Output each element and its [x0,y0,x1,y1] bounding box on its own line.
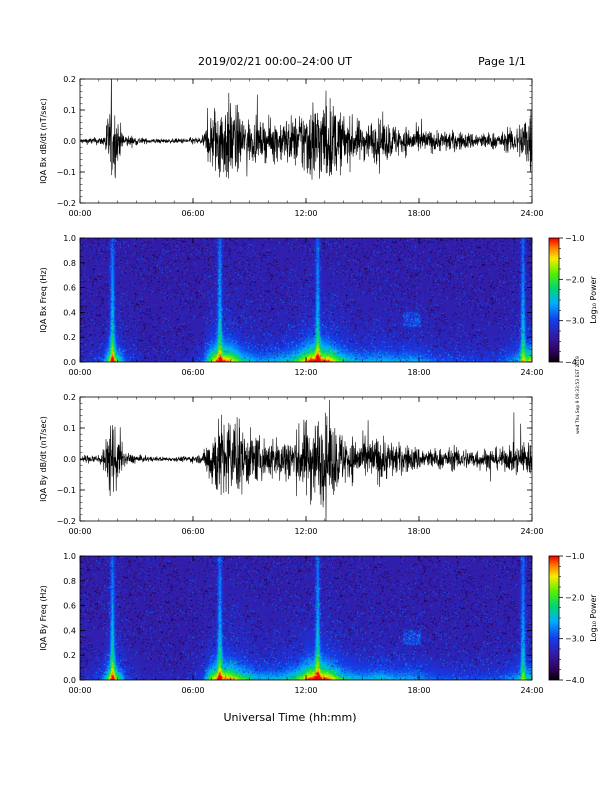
colorbar-tick-label: −2.0 [565,275,584,284]
x-tick-label: 18:00 [407,368,430,377]
y-tick-label: 0.0 [63,676,76,685]
colorbar-tick-label: −4.0 [565,358,584,367]
colorbar-tick-label: −1.0 [565,234,584,243]
side-note: wed Thu Sep 9 09:33:53 EST 2019 [575,356,581,434]
spectrogram-canvas [80,556,532,680]
x-tick-label: 12:00 [294,686,317,695]
x-tick-label: 00:00 [68,209,91,218]
waveform-trace [80,399,532,521]
page-title: 2019/02/21 00:00–24:00 UT [198,55,352,68]
by-timeseries-panel: −0.2 −0.1 0.0 0.1 0.2 00:00 06:00 12:00 18:00 24:… [39,393,544,536]
x-tick-label: 18:00 [407,686,430,695]
y-tick-label: 0.6 [63,284,76,293]
colorbar-label: Log₁₀ Power [589,594,598,642]
colorbar-tick-label: −3.0 [565,317,584,326]
bx-timeseries-panel: −0.2 −0.1 0.0 0.1 0.2 00:00 06:00 12:00 18:00 24:… [39,75,544,218]
y-tick-label: −0.1 [57,168,76,177]
y-tick-label: −0.2 [57,517,76,526]
y-tick-label: 0.1 [63,424,76,433]
y-tick-label: −0.1 [57,486,76,495]
x-tick-label: 06:00 [181,686,204,695]
colorbar-tick-label: −4.0 [565,676,584,685]
colorbar-tick-label: −3.0 [565,635,584,644]
x-tick-label: 24:00 [520,527,543,536]
colorbar-tick-label: −2.0 [565,593,584,602]
x-tick-label: 12:00 [294,368,317,377]
y-tick-label: 0.2 [63,393,76,402]
y-tick-label: 0.8 [63,577,76,586]
waveform-trace [80,79,532,180]
colorbar-image [549,556,559,680]
y-tick-label: 1.0 [63,552,76,561]
x-tick-label: 18:00 [407,527,430,536]
x-tick-label: 24:00 [520,686,543,695]
by-spectrogram-panel: −4.0 −3.0 −2.0 −1.0 Log₁₀ Power 0.0 0.2 0.4 0.6 0… [39,552,598,695]
colorbar-canvas [549,238,559,362]
x-axis-title: Universal Time (hh:mm) [224,711,357,724]
y-axis-label: IQA Bx dB/dt (nT/sec) [39,98,48,184]
x-tick-label: 00:00 [68,527,91,536]
spectrogram-image [80,556,532,680]
colorbar-image [549,238,559,362]
y-tick-label: 0.0 [63,137,76,146]
x-tick-label: 24:00 [520,368,543,377]
y-axis-label: IQA Bx Freq (Hz) [39,267,48,333]
y-tick-label: 1.0 [63,234,76,243]
y-tick-label: 0.2 [63,651,76,660]
colorbar-label: Log₁₀ Power [589,276,598,324]
y-tick-label: 0.0 [63,358,76,367]
x-tick-label: 06:00 [181,527,204,536]
spectrogram-image [80,238,532,362]
x-tick-label: 06:00 [181,368,204,377]
y-tick-label: 0.6 [63,602,76,611]
x-tick-label: 24:00 [520,209,543,218]
colorbar-tick-label: −1.0 [565,552,584,561]
y-axis-label: IQA By dB/dt (nT/sec) [39,416,48,502]
x-tick-label: 00:00 [68,368,91,377]
x-tick-label: 12:00 [294,527,317,536]
colorbar-canvas [549,556,559,680]
spectrogram-canvas [80,238,532,362]
y-tick-label: 0.2 [63,333,76,342]
page-number: Page 1/1 [478,55,526,68]
x-tick-label: 12:00 [294,209,317,218]
x-tick-label: 00:00 [68,686,91,695]
y-tick-label: 0.2 [63,75,76,84]
x-tick-label: 06:00 [181,209,204,218]
x-tick-label: 18:00 [407,209,430,218]
y-axis-label: IQA By Freq (Hz) [39,585,48,651]
bx-spectrogram-panel: −4.0 −3.0 −2.0 −1.0 Log₁₀ Power 0.0 0.2 0.4 0.6 0… [39,234,598,377]
y-tick-label: 0.4 [63,626,76,635]
y-tick-label: −0.2 [57,199,76,208]
y-tick-label: 0.1 [63,106,76,115]
y-tick-label: 0.0 [63,455,76,464]
y-tick-label: 0.8 [63,259,76,268]
y-tick-label: 0.4 [63,308,76,317]
